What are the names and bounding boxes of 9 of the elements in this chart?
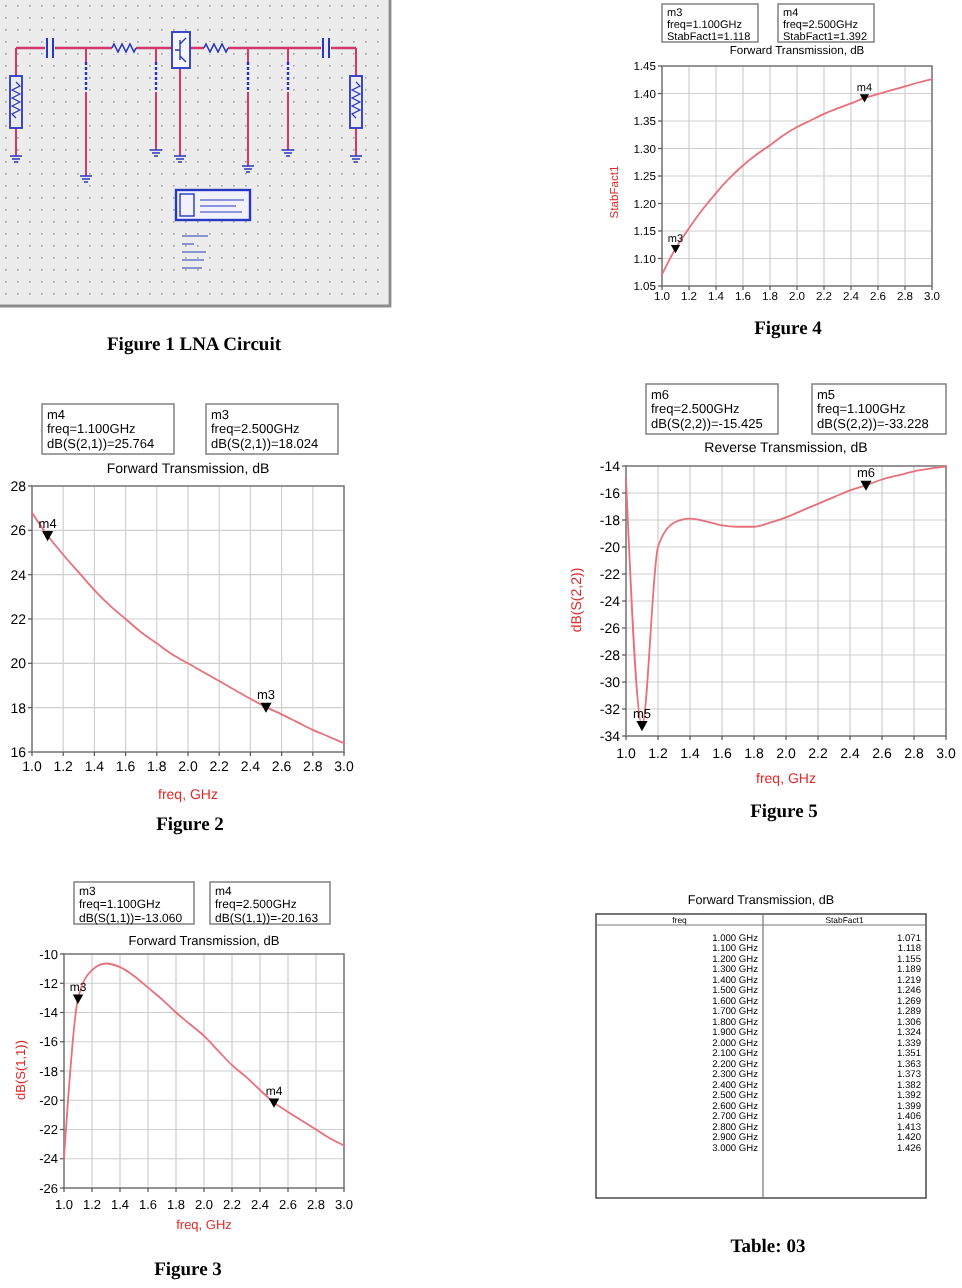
caption: Figure 1 LNA Circuit (107, 336, 283, 356)
text: Table: 03 (730, 1238, 806, 1258)
caption: Figure 4 (754, 320, 823, 340)
caption: Figure 5 (750, 803, 819, 823)
caption: Figure 3 (154, 1261, 223, 1281)
caption: Figure 2 (156, 816, 225, 836)
line-series (63, 962, 345, 1160)
line-series (31, 511, 345, 745)
line-series (661, 78, 933, 276)
